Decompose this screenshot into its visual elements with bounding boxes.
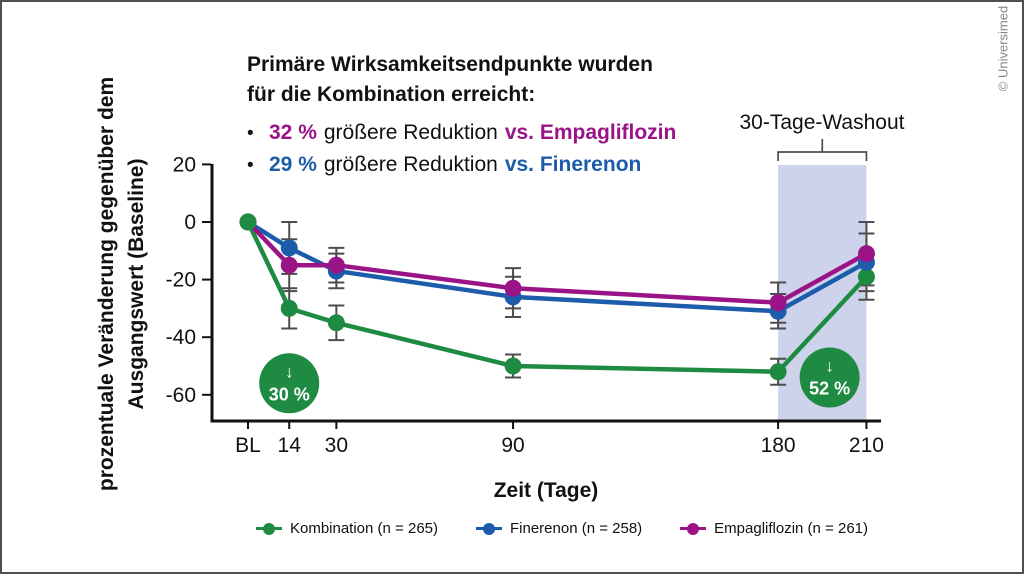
- bullet-item: • 32 % größere Reduktion vs. Empaglifloz…: [247, 117, 727, 149]
- bullet-vs: vs. Finerenon: [504, 153, 642, 176]
- legend-item-label: Empagliflozin (n = 261): [714, 520, 869, 537]
- bullet-value: 32 %: [269, 121, 317, 144]
- svg-text:↓: ↓: [285, 362, 294, 381]
- svg-text:90: 90: [501, 434, 524, 457]
- svg-text:30: 30: [325, 434, 348, 457]
- svg-text:52 %: 52 %: [809, 379, 850, 399]
- headline-line1: Primäre Wirksamkeitsendpunkte wurden: [247, 53, 653, 76]
- legend-item: Finerenon (n = 258): [476, 520, 642, 537]
- legend-item: Kombination (n = 265): [255, 520, 438, 537]
- bullet-vs: vs. Empagliflozin: [504, 121, 677, 144]
- legend-marker-icon: [476, 522, 502, 535]
- washout-label: 30-Tage-Washout: [739, 111, 905, 134]
- legend-item-label: Kombination (n = 265): [289, 520, 438, 537]
- bullet-item: • 29 % größere Reduktion vs. Finerenon: [247, 149, 727, 181]
- y-axis-title: prozentuale Veränderung gegenüber dem Au…: [92, 69, 152, 499]
- bullet-text: größere Reduktion: [323, 121, 498, 144]
- bullet-value: 29 %: [269, 153, 317, 176]
- bullet-dot: •: [247, 123, 254, 144]
- headline-bullets: • 32 % größere Reduktion vs. Empaglifloz…: [247, 117, 727, 181]
- svg-text:180: 180: [761, 434, 796, 457]
- headline-line2: für die Kombination erreicht:: [247, 83, 536, 106]
- svg-text:30 %: 30 %: [269, 384, 310, 404]
- svg-text:14: 14: [278, 434, 302, 457]
- y-axis-title-line2: Ausgangswert (Baseline): [125, 158, 148, 410]
- svg-text:-40: -40: [166, 326, 196, 349]
- x-axis-title: Zeit (Tage): [493, 479, 599, 502]
- legend-item-label: Finerenon (n = 258): [510, 520, 643, 537]
- headline: Primäre Wirksamkeitsendpunkte wurden für…: [247, 50, 727, 181]
- svg-text:0: 0: [184, 211, 196, 234]
- svg-text:20: 20: [173, 153, 196, 176]
- legend-marker-icon: [680, 522, 707, 535]
- legend-marker-icon: [255, 522, 282, 535]
- svg-text:BL: BL: [235, 434, 261, 457]
- svg-text:↓: ↓: [825, 357, 834, 376]
- legend-item: Empagliflozin (n = 261): [680, 520, 868, 537]
- y-axis-title-line1: prozentuale Veränderung gegenüber dem: [95, 76, 118, 492]
- legend: Kombination (n = 265) Finerenon (n = 258…: [100, 520, 1024, 537]
- svg-text:-20: -20: [166, 269, 196, 292]
- bullet-text: größere Reduktion: [323, 153, 498, 176]
- svg-text:210: 210: [849, 434, 884, 457]
- copyright-notice: © Universimed: [995, 5, 1011, 92]
- bullet-dot: •: [247, 155, 254, 176]
- svg-text:-60: -60: [166, 384, 196, 407]
